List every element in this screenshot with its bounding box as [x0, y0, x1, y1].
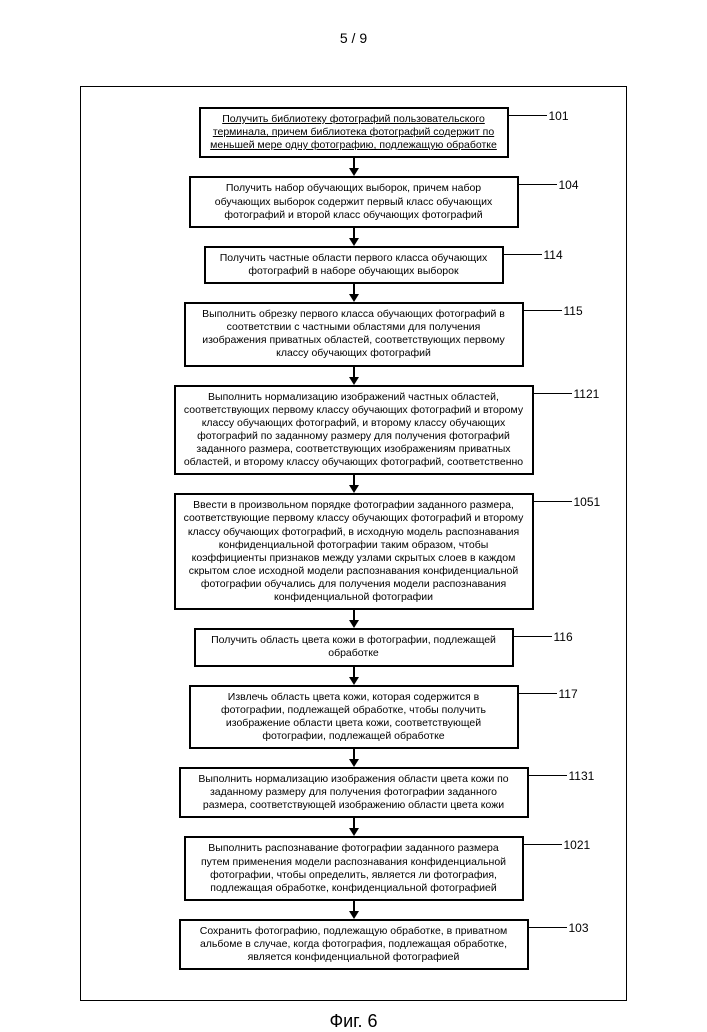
flow-step: Получить область цвета кожи в фотографии…: [81, 628, 626, 666]
label-leader: [509, 115, 547, 116]
flow-arrow: [349, 158, 359, 176]
arrow-shaft: [353, 158, 355, 168]
label-leader: [524, 844, 562, 845]
arrow-shaft: [353, 475, 355, 485]
label-leader: [529, 927, 567, 928]
label-leader: [519, 693, 557, 694]
flow-arrow: [349, 610, 359, 628]
step-label: 116: [554, 630, 573, 644]
step-box: Получить область цвета кожи в фотографии…: [194, 628, 514, 666]
label-leader: [534, 501, 572, 502]
step-label: 115: [564, 304, 583, 318]
step-box: Получить частные области первого класса …: [204, 246, 504, 284]
flow-arrow: [349, 228, 359, 246]
arrow-head-icon: [349, 828, 359, 836]
arrow-head-icon: [349, 168, 359, 176]
flow-step: Сохранить фотографию, подлежащую обработ…: [81, 919, 626, 970]
step-label: 117: [559, 687, 578, 701]
arrow-shaft: [353, 667, 355, 677]
step-label: 101: [549, 109, 569, 123]
arrow-head-icon: [349, 677, 359, 685]
label-leader: [529, 775, 567, 776]
step-box: Выполнить распознавание фотографии задан…: [184, 836, 524, 901]
arrow-head-icon: [349, 759, 359, 767]
flow-arrow: [349, 667, 359, 685]
step-label: 1121: [574, 387, 600, 401]
step-box: Выполнить нормализацию изображения облас…: [179, 767, 529, 818]
label-leader: [524, 310, 562, 311]
flowchart: Получить библиотеку фотографий пользоват…: [81, 107, 626, 970]
arrow-shaft: [353, 228, 355, 238]
label-leader: [534, 393, 572, 394]
flow-arrow: [349, 749, 359, 767]
step-label: 114: [544, 248, 563, 262]
flow-arrow: [349, 818, 359, 836]
step-label: 1021: [564, 838, 591, 852]
arrow-head-icon: [349, 620, 359, 628]
figure-caption: Фиг. 6: [0, 1011, 707, 1032]
step-box: Выполнить обрезку первого класса обучающ…: [184, 302, 524, 367]
flow-arrow: [349, 475, 359, 493]
arrow-head-icon: [349, 485, 359, 493]
arrow-head-icon: [349, 294, 359, 302]
label-leader: [504, 254, 542, 255]
page-number: 5 / 9: [0, 30, 707, 46]
arrow-head-icon: [349, 238, 359, 246]
diagram-frame: Получить библиотеку фотографий пользоват…: [80, 86, 627, 1001]
step-box: Получить набор обучающих выборок, причем…: [189, 176, 519, 227]
step-label: 103: [569, 921, 589, 935]
flow-arrow: [349, 901, 359, 919]
flow-step: Ввести в произвольном порядке фотографии…: [81, 493, 626, 610]
flow-step: Выполнить распознавание фотографии задан…: [81, 836, 626, 901]
step-label: 1131: [569, 769, 595, 783]
label-leader: [514, 636, 552, 637]
arrow-shaft: [353, 284, 355, 294]
step-box: Получить библиотеку фотографий пользоват…: [199, 107, 509, 158]
flow-step: Получить частные области первого класса …: [81, 246, 626, 284]
arrow-shaft: [353, 610, 355, 620]
arrow-head-icon: [349, 377, 359, 385]
arrow-head-icon: [349, 911, 359, 919]
page: 5 / 9 Получить библиотеку фотографий пол…: [0, 0, 707, 1032]
step-box: Сохранить фотографию, подлежащую обработ…: [179, 919, 529, 970]
flow-step: Выполнить нормализацию изображений частн…: [81, 385, 626, 476]
flow-arrow: [349, 367, 359, 385]
step-box: Ввести в произвольном порядке фотографии…: [174, 493, 534, 610]
arrow-shaft: [353, 901, 355, 911]
step-label: 104: [559, 178, 579, 192]
arrow-shaft: [353, 818, 355, 828]
step-box: Извлечь область цвета кожи, которая соде…: [189, 685, 519, 750]
step-box: Выполнить нормализацию изображений частн…: [174, 385, 534, 476]
label-leader: [519, 184, 557, 185]
flow-arrow: [349, 284, 359, 302]
flow-step: Получить набор обучающих выборок, причем…: [81, 176, 626, 227]
flow-step: Выполнить обрезку первого класса обучающ…: [81, 302, 626, 367]
step-label: 1051: [574, 495, 601, 509]
flow-step: Получить библиотеку фотографий пользоват…: [81, 107, 626, 158]
arrow-shaft: [353, 749, 355, 759]
arrow-shaft: [353, 367, 355, 377]
flow-step: Извлечь область цвета кожи, которая соде…: [81, 685, 626, 750]
flow-step: Выполнить нормализацию изображения облас…: [81, 767, 626, 818]
